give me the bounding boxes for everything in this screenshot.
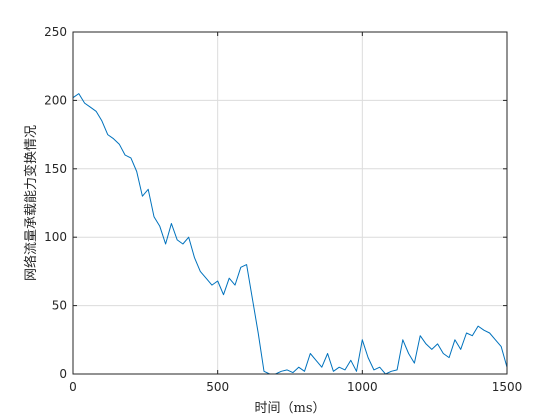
x-tick-label: 0 — [69, 380, 77, 394]
x-axis-label: 时间（ms） — [255, 401, 326, 416]
y-axis: 0 50 100 150 200 250 — [44, 25, 507, 381]
y-tick-label: 250 — [44, 25, 67, 39]
y-tick-label: 200 — [44, 93, 67, 107]
x-tick-label: 1500 — [492, 380, 523, 394]
x-tick-label: 500 — [206, 380, 229, 394]
plot-area — [73, 32, 507, 374]
x-axis: 0 500 1000 1500 — [69, 32, 522, 394]
y-axis-label: 网络流量承载能力变换情况 — [23, 125, 39, 281]
y-tick-label: 50 — [52, 299, 67, 313]
y-tick-label: 0 — [59, 367, 67, 381]
x-tick-label: 1000 — [347, 380, 378, 394]
y-tick-label: 150 — [44, 162, 67, 176]
plot-frame — [72, 31, 508, 375]
series-line — [72, 93, 508, 375]
y-tick-label: 100 — [44, 230, 67, 244]
